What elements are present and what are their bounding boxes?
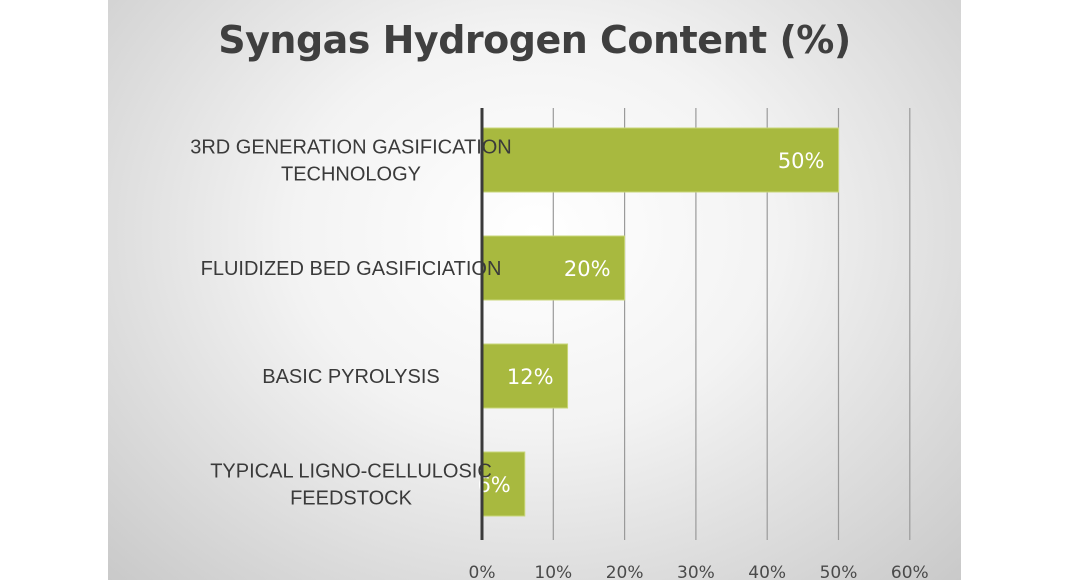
x-tick-label: 40%	[748, 563, 786, 580]
category-label: 3RD GENERATION GASIFICATION	[190, 137, 512, 159]
bar	[481, 343, 569, 409]
category-label: BASIC PYROLYSIS	[262, 366, 439, 388]
bar-value-label: 50%	[778, 149, 825, 173]
x-tick-label: 10%	[534, 563, 572, 580]
chart-title: Syngas Hydrogen Content (%)	[218, 18, 851, 62]
bar-chart: 0% 10% 20% 30% 40% 50% 60%50%20%12%6%3RD GENER…	[190, 108, 929, 580]
x-tick-label: 50%	[820, 563, 858, 580]
bar-value-label: 12%	[507, 365, 554, 389]
category-label: FLUIDIZED BED GASIFICIATION	[201, 258, 502, 280]
category-label: TECHNOLOGY	[281, 164, 421, 186]
bar	[481, 127, 839, 193]
bar-value-label: 20%	[564, 257, 611, 281]
x-tick-label: 60%	[891, 563, 929, 580]
x-tick-label: 20%	[606, 563, 644, 580]
category-label: TYPICAL LIGNO-CELLULOSIC	[210, 461, 492, 483]
bar	[481, 451, 526, 517]
x-tick-label: 0%	[469, 563, 496, 580]
chart-panel: Syngas Hydrogen Content (%) 0% 10% 20% 30% 4…	[108, 0, 961, 580]
x-tick-label: 30%	[677, 563, 715, 580]
bar	[481, 235, 626, 301]
category-label: FEEDSTOCK	[290, 488, 413, 510]
